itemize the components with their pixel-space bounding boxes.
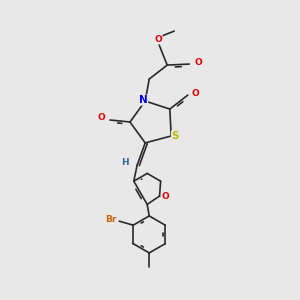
Text: O: O (154, 34, 162, 43)
Text: O: O (162, 192, 170, 201)
Text: H: H (122, 158, 129, 167)
Text: Br: Br (106, 215, 117, 224)
Text: S: S (172, 131, 179, 141)
Text: O: O (194, 58, 202, 67)
Text: O: O (97, 113, 105, 122)
Text: N: N (139, 95, 148, 105)
Text: O: O (192, 88, 200, 98)
